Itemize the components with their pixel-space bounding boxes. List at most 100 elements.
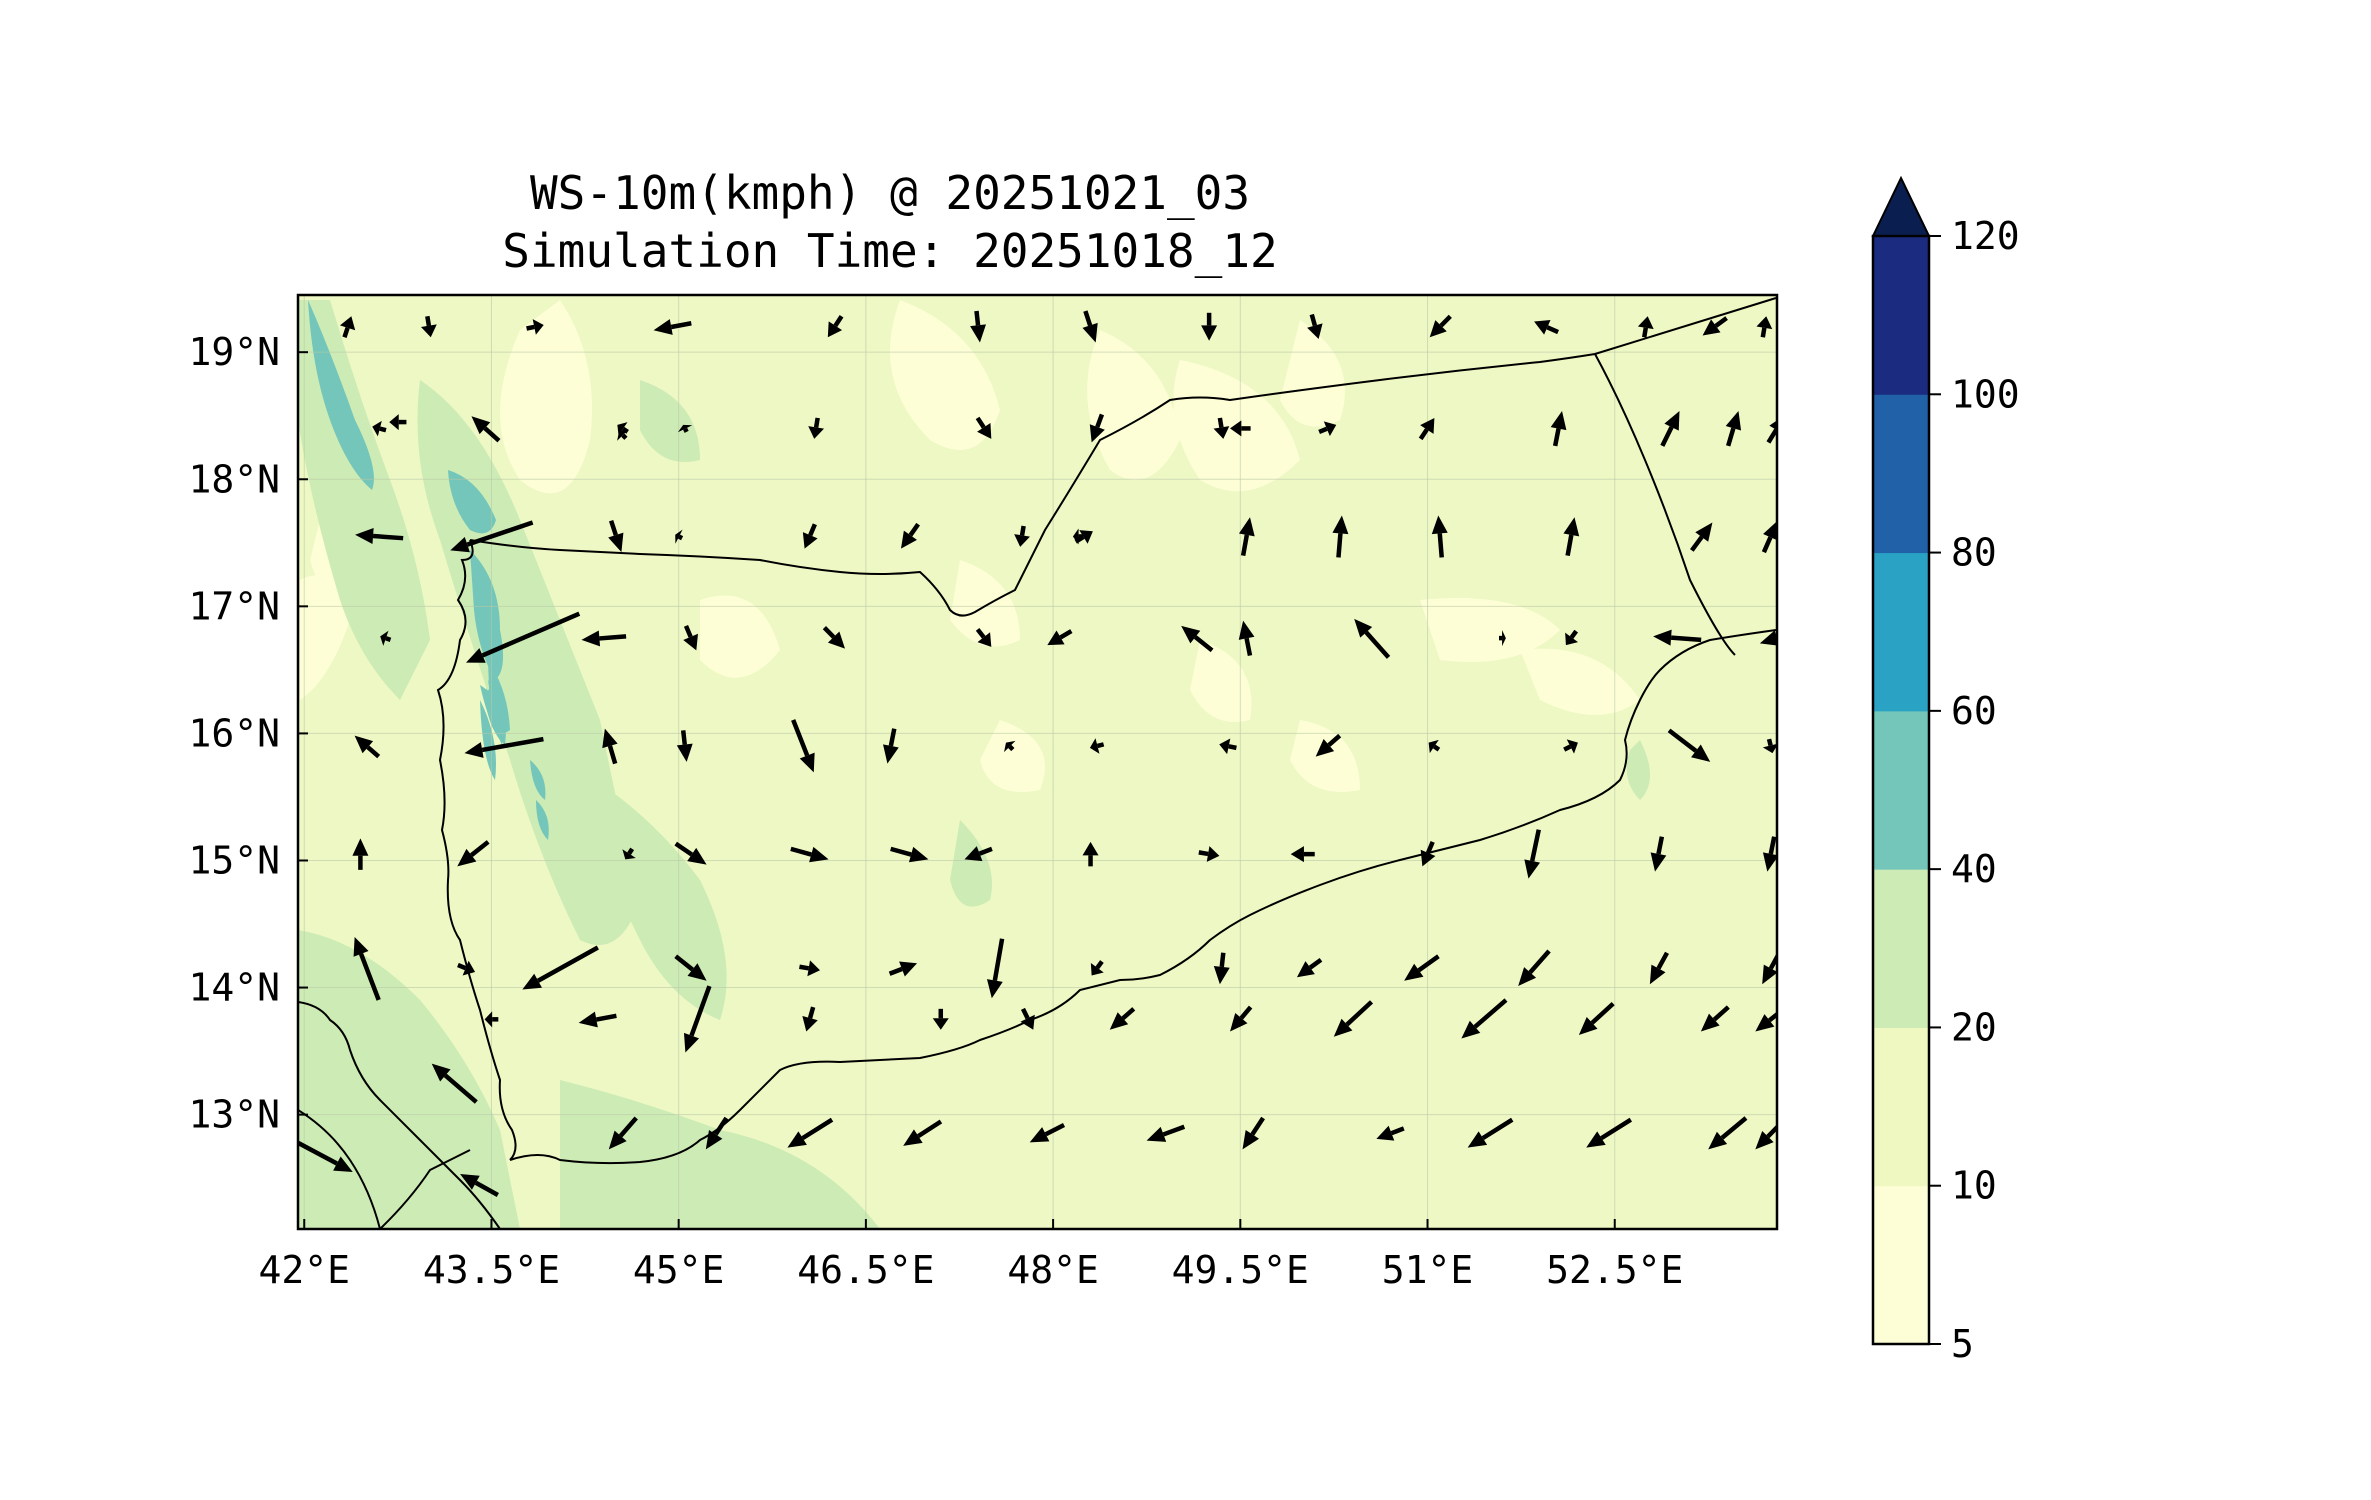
- wind-arrow: [431, 1063, 478, 1104]
- wind-arrow: [526, 319, 544, 335]
- wind-arrow-shaft: [833, 315, 844, 327]
- wind-arrow-head: [1082, 322, 1098, 343]
- wind-arrow: [903, 1119, 943, 1146]
- wind-arrow-shaft: [1712, 1005, 1730, 1022]
- wind-arrow-head: [827, 631, 845, 649]
- wind-arrow-shaft: [1228, 744, 1237, 751]
- wind-arrow-head: [964, 846, 983, 862]
- wind-arrow: [970, 310, 986, 343]
- wind-arrow-head: [420, 324, 437, 338]
- wind-arrow: [1550, 410, 1567, 447]
- wind-arrow: [1498, 630, 1506, 647]
- wind-arrow-head: [1755, 1014, 1775, 1032]
- wind-arrow: [1181, 625, 1214, 653]
- wind-arrow: [1198, 846, 1220, 862]
- wind-arrow-shaft: [974, 310, 981, 326]
- wind-arrow: [1755, 1011, 1777, 1032]
- wind-arrow-head: [977, 632, 992, 647]
- wind-arrow: [675, 529, 684, 544]
- wind-arrow: [457, 840, 490, 867]
- wind-arrow-head: [1461, 1020, 1481, 1039]
- wind-arrow: [1534, 319, 1560, 335]
- wind-arrow-head: [462, 960, 476, 976]
- wind-arrow-shaft: [801, 1117, 834, 1141]
- wind-arrow-head: [1762, 852, 1777, 872]
- wind-arrow-shaft: [1219, 952, 1226, 968]
- wind-arrow-shaft: [1565, 534, 1574, 557]
- wind-arrow: [822, 626, 845, 649]
- wind-arrow-head: [1563, 517, 1580, 537]
- wind-arrow-head: [705, 1129, 723, 1150]
- wind-arrow: [1047, 629, 1073, 646]
- wind-arrow-shaft: [1250, 1116, 1265, 1136]
- wind-arrow-shaft: [674, 841, 693, 857]
- wind-arrow-head: [1004, 740, 1016, 753]
- wind-arrow-head: [908, 846, 929, 863]
- wind-arrow-shaft: [1473, 998, 1508, 1029]
- wind-arrow: [1404, 954, 1440, 981]
- wind-arrow-shaft: [975, 627, 986, 639]
- wind-arrow-head: [1014, 534, 1030, 547]
- wind-arrow-shaft: [1656, 951, 1669, 970]
- wind-arrow: [1315, 733, 1342, 757]
- wind-arrow: [1290, 846, 1315, 863]
- wind-arrow: [420, 315, 437, 338]
- wind-arrow-head: [1702, 319, 1721, 336]
- border-saudi-yemen: [469, 297, 1777, 617]
- wind-arrow: [1146, 1124, 1186, 1142]
- wind-arrow-shaft: [1563, 744, 1572, 752]
- wind-arrow: [460, 1174, 499, 1197]
- wind-arrow: [674, 841, 707, 865]
- wind-arrow-shaft: [1327, 733, 1342, 747]
- wind-arrow-shaft: [1083, 310, 1093, 327]
- wind-arrow: [389, 414, 407, 431]
- wind-arrow-shaft: [1019, 525, 1026, 536]
- wind-arrow-shaft: [888, 728, 897, 747]
- wind-arrow: [932, 1008, 949, 1030]
- coastline-gulf-of-aden-north: [509, 629, 1777, 1165]
- wind-arrow-shaft: [1766, 1124, 1777, 1139]
- wind-arrow: [1014, 525, 1030, 547]
- wind-arrow-shaft: [342, 327, 350, 338]
- wind-arrow: [1565, 629, 1579, 646]
- wind-arrow-head: [1578, 1016, 1598, 1036]
- wind-arrow-shaft: [457, 962, 467, 971]
- wind-arrow: [1524, 829, 1541, 879]
- wind-arrow: [683, 985, 712, 1053]
- wind-arrow-shaft: [1776, 635, 1777, 638]
- colorbar-tick-label: 120: [1951, 214, 2020, 258]
- colorbar-tick-label: 80: [1951, 531, 1997, 575]
- wind-arrow-shaft: [470, 840, 490, 857]
- wind-arrow-head: [1664, 410, 1680, 431]
- wind-arrow-head: [1762, 964, 1777, 985]
- latitude-axis: 13°N 14°N 15°N 16°N 17°N 18°N 19°N: [188, 330, 308, 1137]
- wind-arrow: [1109, 1007, 1136, 1030]
- wind-arrow-head: [1238, 620, 1255, 640]
- wind-arrow-head: [608, 532, 624, 553]
- wind-arrow-shaft: [1239, 1005, 1253, 1020]
- wind-vector-field: [298, 310, 1777, 1197]
- wind-arrow-shaft: [807, 1006, 816, 1019]
- wind-arrow-shaft: [822, 626, 836, 639]
- wind-arrow-head: [354, 735, 374, 754]
- wind-arrow-shaft: [1095, 960, 1104, 970]
- wind-arrow-head: [1020, 1014, 1035, 1030]
- wind-arrow: [1637, 316, 1654, 338]
- wind-arrow-shaft: [1528, 949, 1551, 974]
- border-ethiopia-eritrea: [298, 1109, 381, 1229]
- wind-arrow: [888, 961, 918, 977]
- wind-arrow-head: [903, 1129, 923, 1146]
- wind-arrow-head: [1431, 515, 1448, 535]
- wind-arrow: [471, 416, 501, 443]
- wind-arrow-head: [484, 1011, 493, 1028]
- wind-arrow-shaft: [808, 523, 817, 537]
- wind-arrow: [1242, 1116, 1265, 1150]
- wind-arrow: [1004, 740, 1016, 753]
- wind-arrow-head: [355, 528, 374, 544]
- wind-arrow-shaft: [1590, 1001, 1615, 1025]
- lat-tick-label: 19°N: [188, 330, 280, 374]
- wind-arrow-head: [1708, 1131, 1728, 1150]
- wind-arrow-head: [622, 849, 636, 860]
- wind-arrow-head: [1323, 421, 1337, 437]
- fill-band-40-60: [308, 300, 549, 840]
